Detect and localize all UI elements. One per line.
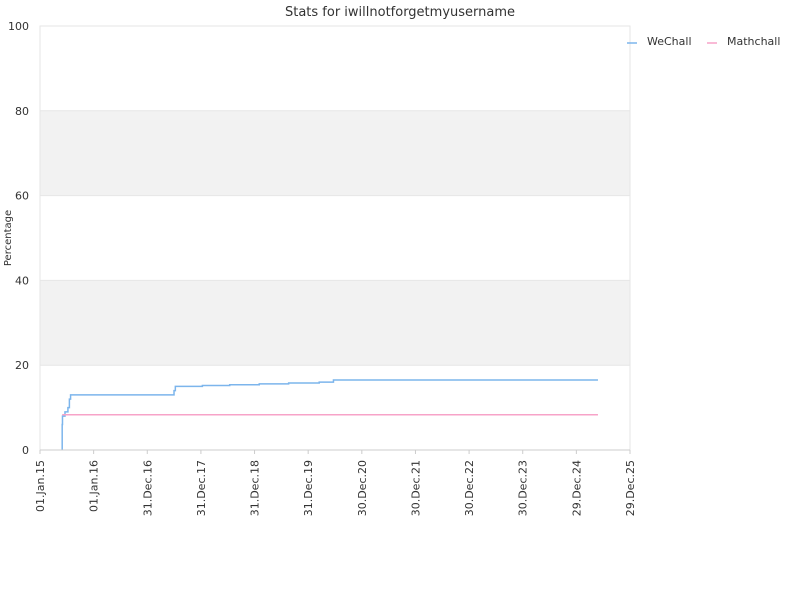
y-axis-title: Percentage <box>3 210 14 266</box>
y-tick-label: 40 <box>15 274 29 287</box>
grid-band <box>40 280 630 366</box>
x-tick-label: 31.Dec.16 <box>141 460 154 516</box>
y-tick-label: 80 <box>15 105 29 118</box>
y-axis: 0 20 40 60 80 100 <box>8 20 29 457</box>
y-tick-label: 100 <box>8 20 29 33</box>
y-tick-label: 60 <box>15 190 29 203</box>
x-tick-label: 31.Dec.19 <box>302 460 315 516</box>
x-tick-label: 30.Dec.21 <box>409 460 422 516</box>
series-layer <box>61 379 598 450</box>
grid-bands <box>40 110 630 366</box>
y-tick-label: 0 <box>22 444 29 457</box>
x-tick-label: 30.Dec.22 <box>463 460 476 516</box>
x-axis: 01.Jan.15 01.Jan.16 31.Dec.16 31.Dec.17 31.D… <box>34 449 637 516</box>
y-tick-label: 20 <box>15 359 29 372</box>
x-tick-label: 29.Dec.24 <box>570 460 583 516</box>
x-tick-label: 01.Jan.16 <box>88 460 101 512</box>
series-line-wechall <box>61 379 598 450</box>
legend-label-mathchall: Mathchall <box>727 35 780 48</box>
grid-band <box>40 110 630 196</box>
chart-title: Stats for iwillnotforgetmyusername <box>285 5 515 20</box>
legend-label-wechall: WeChall <box>647 35 692 48</box>
x-tick-label: 29.Dec.25 <box>624 460 637 516</box>
x-tick-label: 31.Dec.18 <box>249 460 262 516</box>
x-tick-label: 30.Dec.23 <box>517 460 530 516</box>
x-tick-label: 01.Jan.15 <box>34 460 47 512</box>
legend: WeChall Mathchall <box>627 35 780 48</box>
x-tick-label: 31.Dec.17 <box>195 460 208 516</box>
x-tick-label: 30.Dec.20 <box>356 460 369 516</box>
